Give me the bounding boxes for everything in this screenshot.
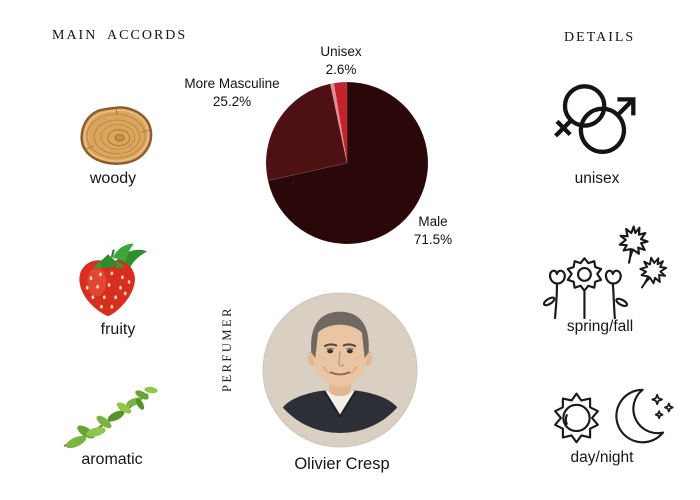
detail-label-spring-fall: spring/fall [566,318,634,335]
perfumer-section-label: PERFUMER [220,306,234,392]
detail-label-day-night: day/night [570,449,634,466]
herb-sprig-icon [58,384,162,460]
perfumer-portrait [261,291,419,449]
gender-distribution-pie-chart [266,82,428,244]
perfumer-name: Olivier Cresp [294,455,390,473]
pie-label-unisex-pct: 2.6% [325,61,357,77]
flowers-and-maple-leaves-icon [543,220,671,322]
accord-label-aromatic: aromatic [81,451,143,468]
detail-label-unisex: unisex [574,170,620,187]
pie-label-unisex-name: Unisex [320,44,362,59]
pie-label-more-masculine-pct: 25.2% [212,93,252,109]
accord-label-woody: woody [89,170,137,187]
wood-slice-icon [75,104,157,168]
pie-label-male-pct: 71.5% [413,231,453,247]
accord-label-fruity: fruity [100,321,136,338]
main-accords-title: MAIN ACCORDS [52,28,188,43]
pie-label-more-masculine-name: More Masculine [184,76,280,91]
pie-label-more-masculine: More Masculine 25.2% [167,75,297,111]
pie-label-unisex: Unisex 2.6% [291,43,391,79]
pie-label-male: Male 71.5% [383,213,483,249]
strawberry-icon [70,242,150,322]
pie-label-male-name: Male [418,214,448,229]
details-title: DETAILS [564,30,636,45]
male-female-symbols-icon [547,76,641,164]
sun-and-moon-icon [545,382,677,452]
